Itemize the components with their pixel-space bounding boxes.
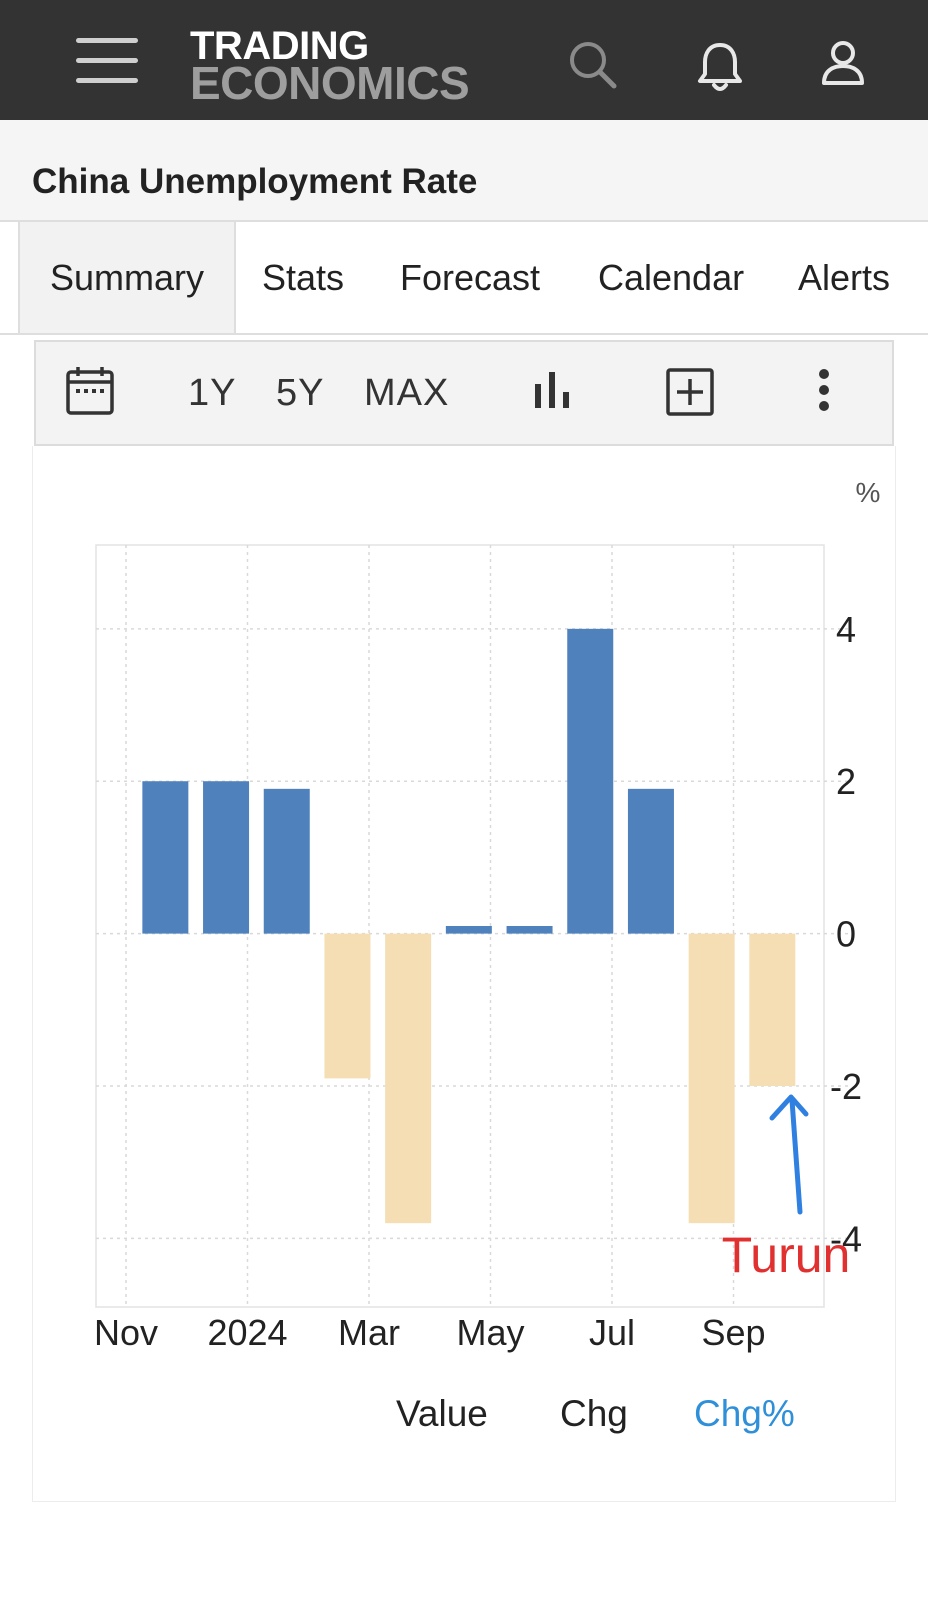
tab-bar: Summary Stats Forecast Calendar Alerts <box>0 222 928 335</box>
bar[interactable] <box>263 788 310 934</box>
annotation: Turun <box>722 1094 851 1283</box>
y-tick-label: 4 <box>836 609 856 650</box>
legend-chg[interactable]: Chg <box>560 1393 628 1434</box>
search-icon[interactable] <box>566 38 618 90</box>
y-tick-label: -2 <box>830 1066 862 1107</box>
bar[interactable] <box>506 926 553 934</box>
range-1y-button[interactable]: 1Y <box>188 372 237 414</box>
y-tick-label: 0 <box>836 914 856 955</box>
legend-value[interactable]: Value <box>396 1393 488 1434</box>
x-tick-label: Sep <box>701 1312 765 1353</box>
chart-panel <box>32 446 896 1502</box>
x-tick-label: Nov <box>94 1312 158 1353</box>
annotation-arrow <box>789 1097 803 1215</box>
x-tick-label: 2024 <box>207 1312 287 1353</box>
annotation-arrowhead <box>769 1094 809 1121</box>
bell-icon[interactable] <box>696 40 744 94</box>
logo-line-2: ECONOMICS <box>190 57 470 109</box>
add-box-icon[interactable] <box>666 368 714 416</box>
y-unit-label: % <box>856 477 881 508</box>
y-tick-label: 2 <box>836 761 856 802</box>
range-5y-button[interactable]: 5Y <box>276 372 325 414</box>
logo[interactable]: TRADING ECONOMICS <box>190 24 470 109</box>
tab-forecast[interactable]: Forecast <box>400 257 541 298</box>
logo-line-1: TRADING <box>190 24 369 68</box>
range-max-button[interactable]: MAX <box>364 372 450 414</box>
y-tick-label: -4 <box>830 1218 862 1259</box>
bar-chart-icon[interactable] <box>532 370 572 410</box>
more-vert-icon[interactable] <box>812 366 836 416</box>
chart-toolbar: 1Y 5Y MAX <box>34 340 894 446</box>
bar[interactable] <box>385 933 432 1224</box>
title-bar: China Unemployment Rate <box>0 120 928 222</box>
bar[interactable] <box>749 933 796 1087</box>
bar[interactable] <box>203 781 250 934</box>
tab-calendar[interactable]: Calendar <box>598 257 745 298</box>
bar[interactable] <box>142 781 189 934</box>
x-tick-label: May <box>456 1312 524 1353</box>
x-tick-label: Jul <box>589 1312 635 1353</box>
legend-chg-percent[interactable]: Chg% <box>694 1393 795 1434</box>
bar[interactable] <box>324 933 371 1079</box>
user-icon[interactable] <box>820 40 866 86</box>
tab-summary[interactable]: Summary <box>18 222 236 333</box>
bar[interactable] <box>627 788 674 934</box>
bar[interactable] <box>688 933 735 1224</box>
tab-alerts[interactable]: Alerts <box>798 257 891 298</box>
calendar-icon[interactable] <box>66 366 114 416</box>
tab-stats[interactable]: Stats <box>262 257 345 298</box>
x-tick-label: Mar <box>338 1312 400 1353</box>
plot-area <box>95 544 825 1308</box>
bar[interactable] <box>445 926 492 934</box>
bar[interactable] <box>567 628 614 934</box>
menu-icon[interactable] <box>76 38 138 86</box>
top-bar: TRADING ECONOMICS <box>0 0 928 120</box>
annotation-label: Turun <box>722 1227 851 1283</box>
page-title: China Unemployment Rate <box>32 162 478 201</box>
